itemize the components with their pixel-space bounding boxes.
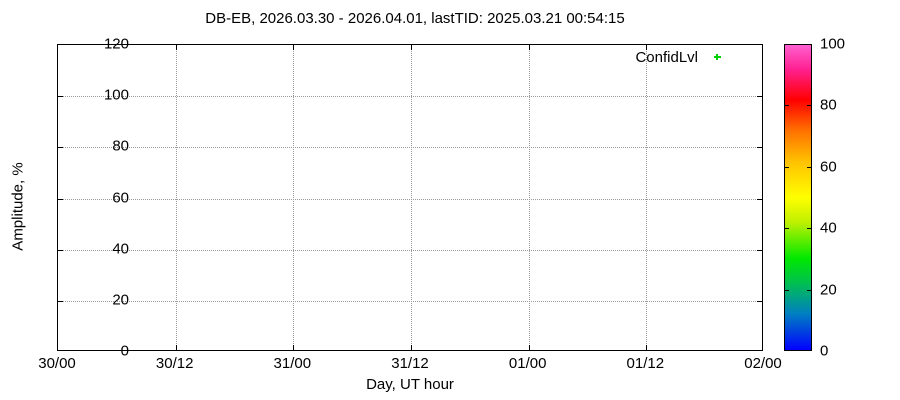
colorbar-tick-label: 0 <box>820 342 829 360</box>
x-tick-mark <box>293 45 295 50</box>
gridline-horizontal <box>58 249 762 251</box>
y-tick-mark <box>757 147 762 149</box>
y-tick-mark <box>757 249 762 251</box>
x-tick-mark <box>528 345 530 350</box>
x-tick-mark <box>175 45 177 50</box>
colorbar-tick-mark <box>784 166 789 168</box>
colorbar-tick-mark <box>807 166 812 168</box>
y-tick-label: 80 <box>112 137 129 155</box>
x-tick-label: 30/00 <box>38 355 76 372</box>
y-tick-mark <box>757 198 762 200</box>
colorbar-tick-label: 20 <box>820 281 837 299</box>
y-tick-mark <box>757 96 762 98</box>
y-tick-mark <box>58 249 63 251</box>
x-tick-label: 02/00 <box>744 355 782 372</box>
colorbar-tick-mark <box>807 289 812 291</box>
chart-title: DB-EB, 2026.03.30 - 2026.04.01, lastTID:… <box>205 10 625 27</box>
gridline-vertical <box>411 45 412 350</box>
y-tick-label: 20 <box>112 291 129 309</box>
y-tick-mark <box>58 147 63 149</box>
x-tick-label: 30/12 <box>155 355 194 372</box>
y-tick-label: 0 <box>120 342 129 360</box>
plus-icon-vertical <box>716 54 718 60</box>
legend-label-confidlvl: ConfidLvl <box>635 48 698 66</box>
y-tick-label: 40 <box>112 240 129 258</box>
legend: ConfidLvl <box>560 47 740 67</box>
y-axis-label: Amplitude, % <box>9 162 27 251</box>
x-tick-label: 31/00 <box>273 355 312 372</box>
colorbar-tick-mark <box>784 105 789 107</box>
gridline-vertical <box>646 45 648 350</box>
x-tick-mark <box>646 45 648 50</box>
colorbar <box>784 44 812 351</box>
gridline-vertical <box>528 45 530 350</box>
x-tick-mark <box>411 345 412 350</box>
colorbar-tick-mark <box>807 228 812 230</box>
x-tick-label: 31/12 <box>391 355 429 372</box>
y-tick-label: 120 <box>103 35 129 53</box>
colorbar-gradient <box>784 44 812 351</box>
y-tick-mark <box>58 198 63 200</box>
plot-inner <box>58 45 762 350</box>
y-tick-label: 60 <box>112 189 129 206</box>
colorbar-tick-label: 40 <box>820 219 837 237</box>
y-tick-mark <box>58 96 63 98</box>
colorbar-tick-label: 100 <box>820 35 846 53</box>
x-axis-label: Day, UT hour <box>366 376 454 393</box>
gridline-horizontal <box>58 96 762 98</box>
gridline-horizontal <box>58 300 762 302</box>
y-tick-mark <box>58 300 63 302</box>
colorbar-tick-label: 60 <box>820 158 837 176</box>
gridline-vertical <box>175 45 177 350</box>
x-tick-mark <box>411 45 412 50</box>
x-tick-mark <box>293 345 295 350</box>
x-tick-label: 01/00 <box>508 355 547 372</box>
plot-area <box>57 44 763 351</box>
x-tick-label: 01/12 <box>626 355 665 372</box>
colorbar-tick-mark <box>784 228 789 230</box>
legend-marker-plus-icon <box>698 49 740 65</box>
x-tick-mark <box>646 345 648 350</box>
colorbar-tick-mark <box>807 105 812 107</box>
gridline-horizontal <box>58 147 762 149</box>
y-tick-mark <box>757 300 762 302</box>
gridline-horizontal <box>58 198 762 200</box>
gridline-vertical <box>293 45 295 350</box>
colorbar-tick-mark <box>784 289 789 291</box>
x-tick-mark <box>175 345 177 350</box>
y-tick-label: 100 <box>103 86 129 104</box>
colorbar-tick-label: 80 <box>820 96 837 114</box>
x-tick-mark <box>528 45 530 50</box>
